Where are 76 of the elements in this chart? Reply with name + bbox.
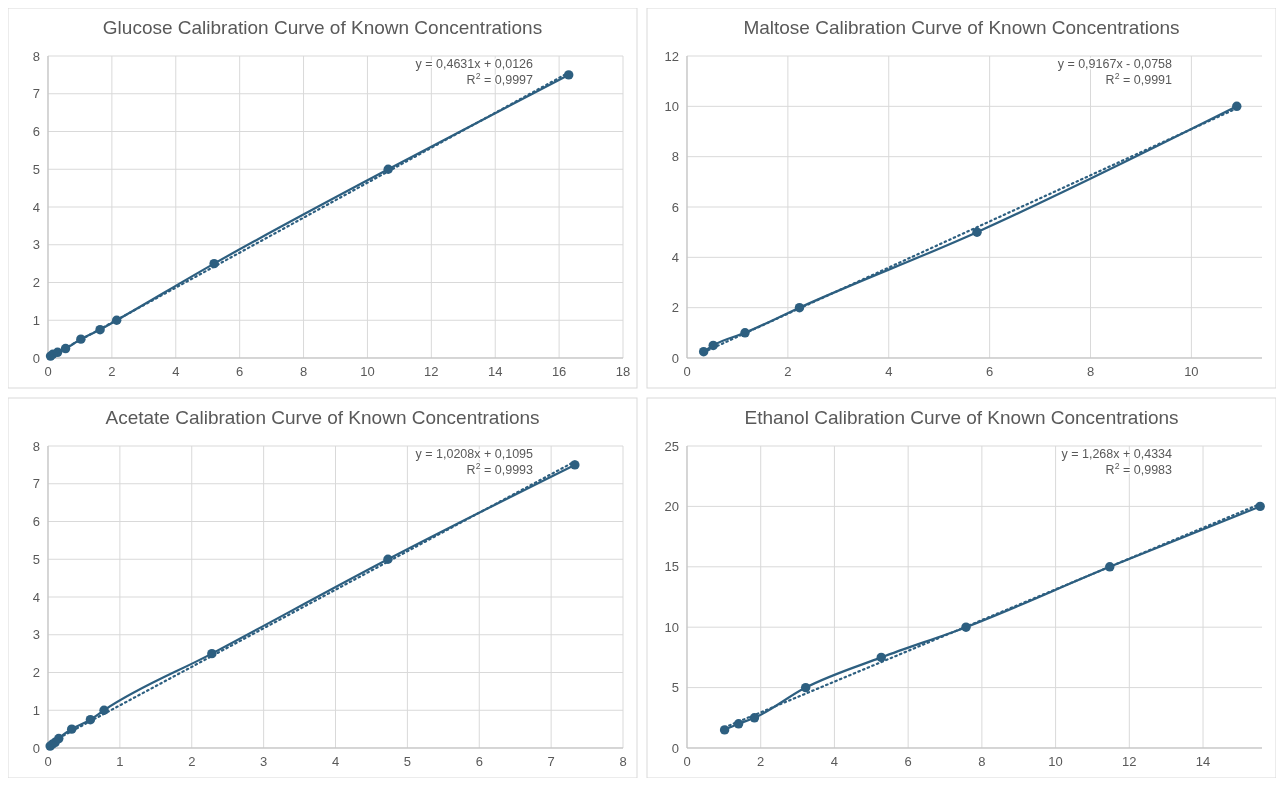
y-tick-label: 10: [664, 619, 679, 635]
y-tick-label: 5: [671, 680, 679, 696]
y-tick-label: 0: [671, 740, 679, 756]
x-tick-label: 16: [551, 364, 567, 379]
x-tick-label: 0: [683, 754, 691, 769]
x-tick-label: 0: [44, 364, 52, 379]
annotation: R$^{2}$ = 0,9983: [1105, 461, 1173, 477]
annotation: y = 1,0208x + 0,1095: [415, 447, 534, 461]
y-tick-label: 1: [32, 312, 40, 328]
y-tick-label: 25: [664, 438, 679, 454]
x-tick-label: 14: [487, 364, 503, 379]
x-tick-label: 10: [1184, 364, 1199, 379]
y-tick-label: 12: [664, 48, 679, 64]
y-tick-label: 4: [671, 249, 679, 265]
y-tick-label: 0: [671, 350, 679, 366]
annotation: y = 1,268x + 0,4334: [1061, 447, 1173, 461]
x-tick-label: 2: [784, 364, 792, 379]
chart-title: Maltose Calibration Curve of Known Concentrations: [743, 17, 1180, 38]
y-tick-label: 3: [32, 237, 40, 253]
x-tick-label: 0: [44, 754, 52, 769]
x-tick-label: 4: [830, 754, 839, 769]
x-tick-label: 6: [904, 754, 912, 769]
y-tick-label: 5: [32, 551, 40, 567]
y-tick-label: 3: [32, 627, 40, 643]
y-tick-label: 2: [32, 275, 40, 291]
y-tick-label: 1: [32, 702, 40, 718]
annotation: y = 0,9167x - 0,0758: [1057, 57, 1173, 71]
x-tick-label: 12: [424, 364, 439, 379]
x-tick-label: 2: [757, 754, 765, 769]
y-tick-label: 8: [32, 48, 40, 64]
y-tick-label: 7: [32, 86, 40, 102]
x-tick-label: 2: [108, 364, 116, 379]
x-tick-label: 4: [172, 364, 180, 379]
x-tick-label: 14: [1195, 754, 1211, 769]
x-tick-label: 7: [547, 754, 555, 769]
y-tick-label: 6: [32, 514, 40, 530]
x-tick-label: 6: [986, 364, 994, 379]
x-tick-label: 6: [236, 364, 244, 379]
x-tick-label: 4: [331, 754, 340, 769]
x-tick-label: 6: [475, 754, 483, 769]
y-tick-label: 15: [664, 559, 679, 575]
x-tick-label: 4: [885, 364, 893, 379]
y-tick-label: 20: [664, 498, 679, 514]
y-tick-label: 4: [32, 589, 40, 605]
x-tick-label: 8: [619, 754, 627, 769]
x-tick-label: 3: [260, 754, 268, 769]
y-tick-label: 2: [32, 665, 40, 681]
y-tick-label: 8: [32, 438, 40, 454]
x-tick-label: 8: [978, 754, 986, 769]
y-tick-label: 8: [671, 149, 679, 165]
x-tick-label: 10: [1048, 754, 1063, 769]
x-tick-label: 2: [188, 754, 196, 769]
x-tick-label: 8: [1086, 364, 1095, 379]
y-tick-label: 6: [32, 124, 40, 140]
annotation: R$^{2}$ = 0,9993: [466, 461, 534, 477]
x-tick-label: 0: [683, 364, 691, 379]
y-tick-label: 2: [671, 300, 679, 316]
y-tick-label: 10: [664, 98, 679, 114]
x-tick-label: 10: [360, 364, 375, 379]
x-tick-label: 1: [116, 754, 124, 769]
annotation: y = 0,4631x + 0,0126: [415, 57, 534, 71]
y-tick-label: 6: [671, 199, 679, 215]
y-tick-label: 0: [32, 740, 40, 756]
x-tick-label: 12: [1122, 754, 1137, 769]
y-tick-label: 4: [32, 199, 40, 215]
x-tick-label: 5: [403, 754, 411, 769]
y-tick-label: 0: [32, 350, 40, 366]
y-tick-label: 7: [32, 476, 40, 492]
x-tick-label: 8: [299, 364, 308, 379]
annotation: R$^{2}$ = 0,9997: [466, 71, 534, 87]
x-tick-label: 18: [615, 364, 631, 379]
y-tick-label: 5: [32, 161, 40, 177]
annotation: R$^{2}$ = 0,9991: [1105, 71, 1173, 87]
chart-title: Ethanol Calibration Curve of Known Concentrations: [744, 407, 1179, 428]
chart-title: Acetate Calibration Curve of Known Concentrations: [105, 407, 540, 428]
chart-title: Glucose Calibration Curve of Known Concentrations: [102, 17, 543, 38]
